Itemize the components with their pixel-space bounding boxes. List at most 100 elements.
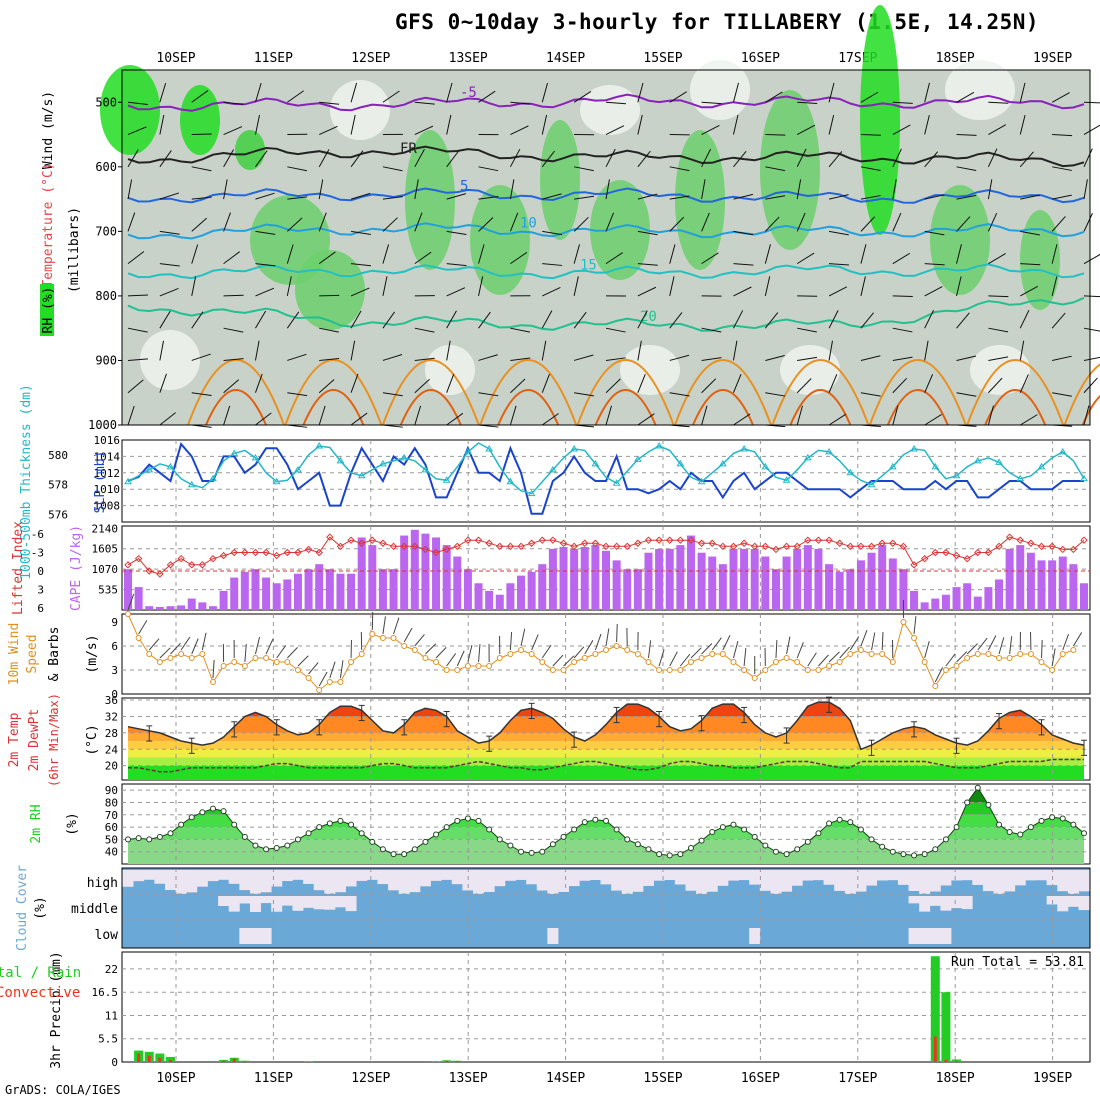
lifted-index-point (1005, 533, 1014, 541)
wind-barb (1051, 276, 1058, 297)
pressure-tick-label: 600 (95, 160, 117, 174)
wind-barb (828, 340, 833, 361)
wind-barb (828, 194, 849, 200)
wind-barb (510, 125, 529, 135)
wind-barb (414, 405, 422, 426)
wind-barb (446, 82, 453, 103)
wind-barb-10m (403, 627, 413, 643)
date-label-top: 10SEP (156, 51, 195, 66)
cloud-middle-cell (218, 896, 230, 906)
wind-barb (350, 82, 358, 103)
cape-bar (814, 548, 823, 610)
thickness-point (655, 441, 663, 449)
wind-barb (191, 276, 197, 297)
thickness-point (187, 480, 196, 488)
cape-bar (580, 547, 589, 610)
cape-bar (602, 550, 610, 610)
cloud-high-cell (812, 870, 824, 881)
wind-speed-point (433, 659, 440, 665)
rh-point (709, 829, 716, 835)
wind-barb (828, 82, 835, 103)
cape-bar (899, 569, 908, 610)
wind-barb (860, 276, 866, 297)
wind-speed-point (794, 659, 801, 665)
cloud-high-cell (653, 870, 665, 881)
wind-barb (159, 230, 180, 235)
isotherm-line (1063, 363, 1100, 426)
wind-barb (765, 195, 786, 200)
wind-barb-10m (690, 647, 702, 659)
wind-barb (1020, 230, 1041, 236)
lifted-index-point (442, 545, 451, 554)
cloud-high-cell (175, 870, 187, 894)
wind-barb (828, 374, 838, 393)
wind-barb-10m (318, 671, 328, 687)
wind-barb (892, 124, 911, 135)
wind-barb (1083, 295, 1100, 298)
lifted-index-point (251, 548, 260, 557)
thickness-point (357, 471, 366, 479)
cloud-high-cell (802, 870, 814, 881)
wind-barb (988, 295, 1009, 298)
thickness-series-line (127, 442, 1085, 495)
cape-bar (272, 583, 281, 610)
wind-barb (159, 340, 165, 361)
wind-barb (1052, 194, 1072, 200)
temp-band (128, 765, 1084, 780)
rh-point (836, 816, 843, 823)
wind-barb (637, 310, 648, 329)
cloud-high-cell (579, 870, 591, 881)
thickness-point (379, 459, 387, 467)
lifted-index-point (761, 542, 770, 551)
wind-barb (287, 392, 308, 397)
wind-speed-point (156, 659, 163, 665)
cape-bar (591, 545, 600, 610)
rh-point (379, 846, 386, 853)
rh-point (305, 830, 312, 837)
cape-bar (633, 569, 642, 610)
wind-barb (414, 251, 432, 265)
lifted-index-point (347, 536, 355, 544)
lifted-index-point (464, 536, 472, 544)
wind-barb-10m (1041, 640, 1043, 659)
cape-bar (262, 577, 271, 610)
lifted-index-point (400, 542, 408, 551)
cloud-high-cell (876, 870, 888, 881)
wind-speed-point (379, 635, 386, 641)
cape-bar (931, 598, 940, 610)
lifted-index-point (357, 539, 366, 547)
wind-barb (701, 179, 706, 200)
cape-bar (697, 552, 706, 610)
wind-barb (637, 413, 655, 426)
rh-point (475, 817, 482, 824)
cloud-high-cell (972, 870, 984, 885)
wind-barb (956, 134, 977, 136)
wind-barb (765, 392, 786, 397)
wind-speed-point (1038, 659, 1045, 665)
wind-barb (764, 244, 771, 264)
wind-tick-label: 6 (111, 640, 118, 653)
wind-barb (255, 150, 268, 168)
wind-barb (829, 263, 850, 266)
wind-barb (542, 193, 562, 200)
date-label-top: 12SEP (351, 51, 390, 66)
wind-barb (733, 193, 754, 200)
cloud-middle-cell (334, 896, 346, 908)
wind-barb (542, 263, 563, 266)
rh-point (337, 817, 344, 824)
wind-barb (733, 286, 752, 297)
lifted-index-point (612, 542, 621, 551)
cloud-low-cell (929, 928, 941, 944)
wind-barb (1052, 134, 1073, 137)
wind-speed-point (687, 659, 694, 665)
wind-barb-10m (828, 651, 840, 663)
wind-speed-point (1027, 651, 1034, 657)
cloud-high-cell (292, 870, 304, 880)
rh-point (751, 833, 758, 840)
cloud-high-cell (855, 870, 867, 892)
cloud-low-cell (940, 928, 952, 944)
wind-speed-point (209, 679, 216, 685)
wind-barb (414, 179, 419, 200)
wind-barb (446, 373, 455, 393)
cloud-middle-cell (313, 896, 325, 910)
